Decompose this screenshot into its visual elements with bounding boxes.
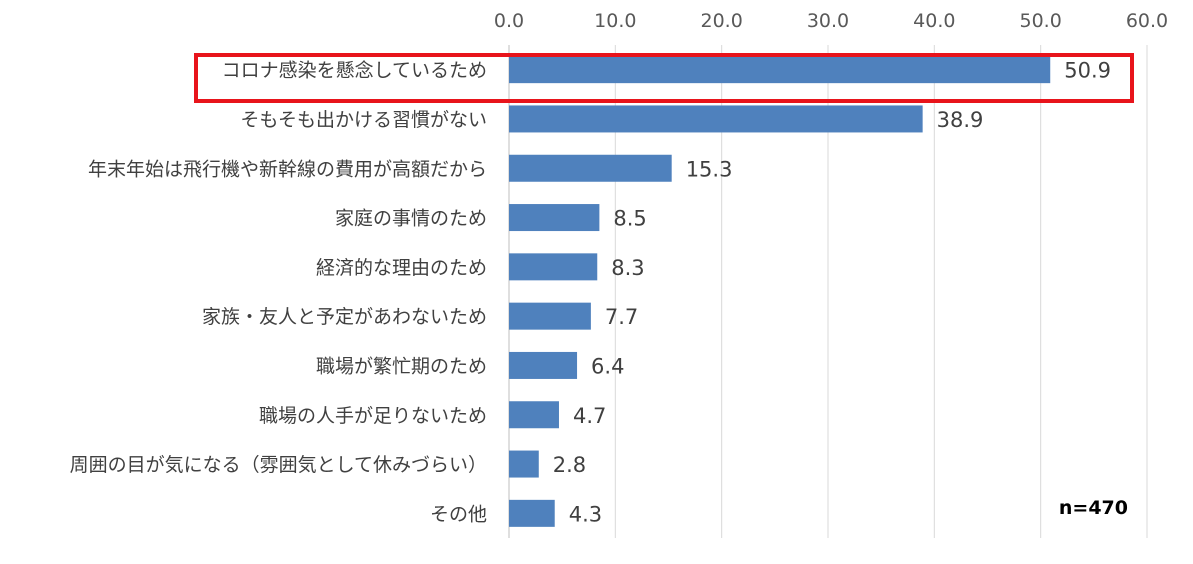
data-label: 2.8: [553, 453, 586, 477]
x-tick-label: 50.0: [1020, 10, 1062, 32]
bar: [509, 253, 598, 281]
category-label: 年末年始は飛行機や新幹線の費用が高額だから: [88, 158, 487, 180]
category-label: 経済的な理由のため: [316, 257, 487, 279]
bar: [509, 302, 591, 330]
data-label: 6.4: [591, 354, 624, 378]
bar: [509, 351, 578, 379]
x-tick-label: 20.0: [701, 10, 743, 32]
bar: [509, 56, 1051, 84]
tick-layer: 0.0 10.0 20.0 30.0 40.0 50.0 60.0: [494, 10, 1168, 32]
x-tick-label: 60.0: [1126, 10, 1168, 32]
bar-layer: [509, 56, 1051, 527]
data-label: 50.9: [1064, 59, 1111, 83]
label-layer: コロナ感染を懸念しているためそもそも出かける習慣がない年末年始は飛行機や新幹線の…: [70, 59, 487, 526]
data-label: 38.9: [937, 108, 984, 132]
bar: [509, 450, 539, 478]
highlight-box: [194, 53, 1134, 103]
category-label: 職場の人手が足りないため: [259, 405, 487, 427]
value-layer: 50.9 38.9 15.3 8.5 8.3 7.7 6.4 4.7 2.8 4.3: [553, 59, 1111, 527]
data-label: 8.3: [611, 256, 644, 280]
bar: [509, 154, 672, 182]
category-label: その他: [430, 503, 487, 525]
x-tick-label: 40.0: [913, 10, 955, 32]
bar: [509, 204, 600, 232]
bar: [509, 401, 559, 429]
data-label: 4.3: [569, 502, 602, 526]
category-label: 職場が繁忙期のため: [316, 355, 487, 377]
bar: [509, 105, 923, 133]
sample-size-note: n=470: [1059, 497, 1128, 519]
data-label: 7.7: [605, 305, 638, 329]
category-label: そもそも出かける習慣がない: [240, 109, 487, 131]
category-label: 周囲の目が気になる（雰囲気として休みづらい）: [70, 454, 487, 476]
data-label: 15.3: [686, 157, 733, 181]
category-label: コロナ感染を懸念しているため: [222, 59, 487, 82]
category-label: 家族・友人と予定があわないため: [202, 306, 487, 328]
bar: [509, 499, 555, 527]
x-tick-label: 10.0: [594, 10, 636, 32]
x-tick-label: 0.0: [494, 10, 524, 32]
x-tick-label: 30.0: [807, 10, 849, 32]
data-label: 4.7: [573, 404, 606, 428]
category-label: 家庭の事情のため: [335, 208, 487, 230]
data-label: 8.5: [613, 207, 646, 231]
